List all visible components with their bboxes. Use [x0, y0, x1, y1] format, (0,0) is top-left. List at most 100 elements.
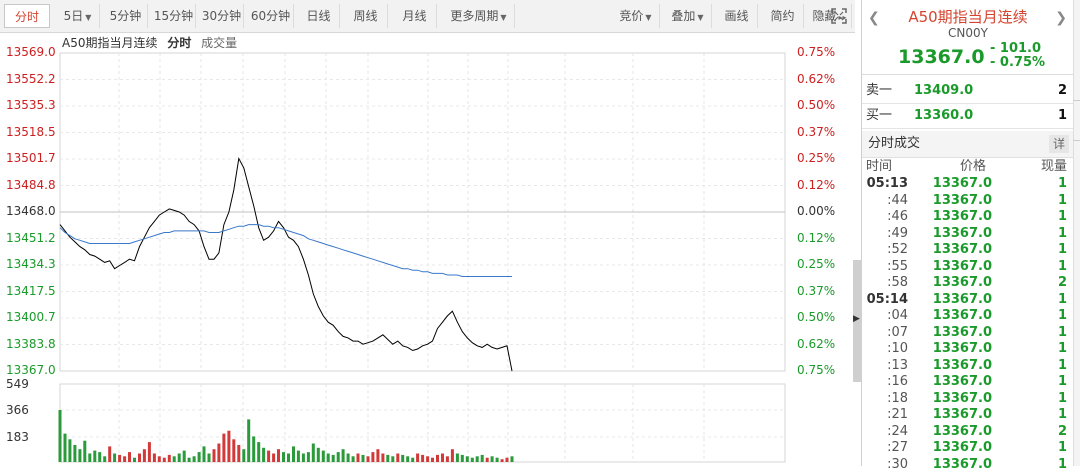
volume-bar: [471, 458, 474, 462]
volume-bar: [511, 456, 514, 462]
volume-bar: [183, 451, 186, 462]
volume-bar: [123, 456, 126, 462]
volume-bar: [486, 458, 489, 462]
trade-time: 05:14: [866, 292, 908, 309]
volume-bar: [446, 456, 449, 462]
volume-bar: [163, 458, 166, 462]
trade-volume: 1: [1058, 407, 1067, 424]
trade-time: :24: [866, 424, 908, 441]
volume-bar: [332, 455, 335, 462]
volume-bar: [252, 436, 255, 462]
volume-bar: [406, 456, 409, 462]
ask-price: 13409.0: [914, 79, 973, 103]
trade-volume: 1: [1058, 391, 1067, 408]
volume-bar: [352, 456, 355, 462]
bid-volume: 1: [1058, 104, 1067, 128]
volume-bar: [227, 431, 230, 462]
volume-bar: [247, 419, 250, 462]
trade-time: :44: [866, 193, 908, 210]
volume-bar: [257, 442, 260, 462]
trade-volume: 2: [1058, 275, 1067, 292]
chevron-right-icon[interactable]: ▶: [853, 314, 860, 324]
trade-time: :13: [866, 358, 908, 375]
intraday-chart[interactable]: [0, 0, 855, 466]
trade-volume: 1: [1058, 440, 1067, 457]
trade-time: :58: [866, 275, 908, 292]
trade-row: :24 13367.0 2: [862, 424, 1073, 441]
volume-bar: [431, 458, 434, 462]
volume-bar: [476, 456, 479, 462]
trade-time: :46: [866, 209, 908, 226]
volume-bar: [292, 446, 295, 462]
trade-volume: 1: [1058, 325, 1067, 342]
bid-price: 13360.0: [914, 104, 973, 128]
side-strip: [1073, 0, 1080, 466]
volume-bar: [307, 452, 310, 462]
volume-bar: [386, 455, 389, 462]
volume-bar: [138, 454, 141, 463]
trade-price: 13367.0: [922, 242, 992, 259]
trade-volume: 1: [1058, 457, 1067, 473]
price-change: - 101.0 - 0.75%: [990, 42, 1045, 70]
volume-bar: [173, 456, 176, 462]
volume-bar: [68, 439, 71, 462]
detail-button[interactable]: 详: [1049, 135, 1069, 153]
col-time: 时间: [866, 158, 892, 176]
bid-row: 买一 13360.0 1: [862, 104, 1073, 129]
ask-volume: 2: [1058, 79, 1067, 103]
trade-price: 13367.0: [922, 226, 992, 243]
volume-bar: [347, 454, 350, 463]
volume-bar: [282, 452, 285, 462]
volume-bar: [222, 434, 225, 462]
volume-bar: [421, 455, 424, 462]
trade-price: 13367.0: [922, 308, 992, 325]
volume-bar: [481, 455, 484, 462]
quote-header: ❮ ❯ A50期指当月连续 CN00Y 13367.0 - 101.0 - 0.…: [862, 0, 1073, 75]
trade-price: 13367.0: [922, 440, 992, 457]
trades-columns: 时间 价格 现量: [862, 158, 1073, 176]
volume-bar: [88, 454, 91, 463]
trade-time: :27: [866, 440, 908, 457]
instrument-code: CN00Y: [862, 26, 1074, 40]
trade-price: 13367.0: [922, 193, 992, 210]
volume-bar: [198, 452, 201, 462]
trade-volume: 1: [1058, 259, 1067, 276]
volume-bar: [158, 456, 161, 462]
volume-bar: [312, 444, 315, 463]
volume-bar: [108, 446, 111, 462]
trade-price: 13367.0: [922, 374, 992, 391]
volume-bar: [436, 455, 439, 462]
trade-price: 13367.0: [922, 275, 992, 292]
volume-bar: [232, 439, 235, 462]
volume-bar: [367, 456, 370, 462]
trade-time: :30: [866, 457, 908, 473]
trade-price: 13367.0: [922, 424, 992, 441]
quote-panel: ❮ ❯ A50期指当月连续 CN00Y 13367.0 - 101.0 - 0.…: [861, 0, 1073, 466]
volume-bar: [342, 449, 345, 462]
volume-bar: [391, 456, 394, 462]
volume-bar: [297, 451, 300, 462]
volume-bar: [59, 410, 62, 462]
volume-bar: [491, 456, 494, 462]
volume-bar: [98, 452, 101, 462]
volume-bar: [272, 454, 275, 463]
col-volume: 现量: [1041, 158, 1067, 176]
trade-volume: 2: [1058, 424, 1067, 441]
volume-bar: [118, 455, 121, 462]
volume-bar: [128, 452, 131, 462]
volume-bar: [133, 458, 136, 462]
volume-bar: [357, 454, 360, 463]
volume-bar: [362, 455, 365, 462]
volume-bar: [113, 454, 116, 463]
volume-bar: [461, 455, 464, 462]
strip-divider: [1073, 140, 1080, 141]
volume-bar: [213, 449, 216, 462]
